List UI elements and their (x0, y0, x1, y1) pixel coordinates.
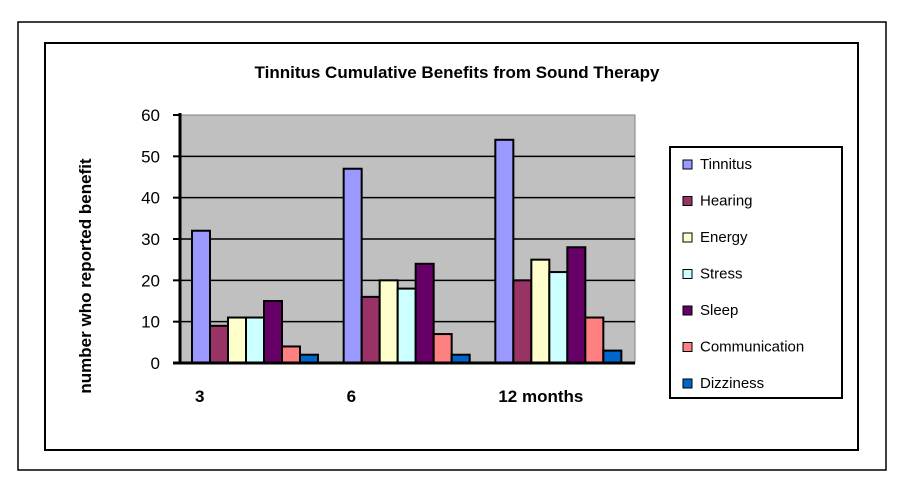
bar-tinnitus-12-months (494, 138, 515, 364)
bar-hearing-6 (360, 295, 381, 364)
bar-sleep-12-months (566, 246, 587, 364)
legend-swatch-tinnitus (682, 159, 693, 170)
y-tick-label: 20 (141, 271, 160, 290)
legend-label-dizziness: Dizziness (700, 375, 764, 392)
bar-communication-3 (281, 345, 301, 365)
bar-sleep-6 (414, 262, 435, 364)
y-tick-label: 40 (141, 189, 160, 208)
bar-tinnitus-3 (191, 229, 211, 364)
y-tick-label: 30 (141, 230, 160, 249)
x-tick-label: 3 (195, 387, 204, 406)
bar-stress-12-months (548, 271, 569, 365)
bar-dizziness-12-months (602, 349, 623, 365)
chart-title: Tinnitus Cumulative Benefits from Sound … (255, 63, 660, 82)
y-tick-label: 50 (141, 147, 160, 166)
bar-stress-3 (245, 316, 265, 364)
x-tick-label: 12 months (498, 387, 583, 406)
y-tick-label: 60 (141, 106, 160, 125)
legend-label-energy: Energy (700, 229, 748, 246)
legend-label-hearing: Hearing (700, 193, 753, 210)
bar-energy-3 (227, 316, 247, 364)
y-tick-label: 10 (141, 313, 160, 332)
legend-swatch-communication (682, 342, 693, 352)
legend-swatch-stress (682, 269, 693, 279)
bar-communication-12-months (584, 316, 605, 364)
bar-communication-6 (432, 333, 453, 365)
legend-label-tinnitus: Tinnitus (700, 156, 752, 173)
legend-swatch-energy (682, 232, 693, 243)
x-tick-label: 6 (347, 387, 356, 406)
bar-sleep-3 (263, 300, 283, 364)
bar-tinnitus-6 (342, 167, 363, 364)
y-tick-label: 0 (151, 354, 160, 373)
legend (669, 146, 843, 399)
legend-label-communication: Communication (700, 339, 804, 356)
legend-swatch-hearing (682, 196, 693, 206)
y-axis-label: number who reported benefit (76, 158, 95, 394)
bar-energy-6 (378, 279, 399, 365)
bar-hearing-3 (209, 324, 229, 364)
bar-stress-6 (396, 287, 417, 365)
legend-label-sleep: Sleep (700, 302, 738, 319)
bar-energy-12-months (530, 258, 551, 364)
legend-swatch-dizziness (682, 378, 693, 389)
legend-swatch-sleep (682, 305, 693, 316)
bar-hearing-12-months (512, 279, 533, 365)
legend-label-stress: Stress (700, 266, 743, 283)
